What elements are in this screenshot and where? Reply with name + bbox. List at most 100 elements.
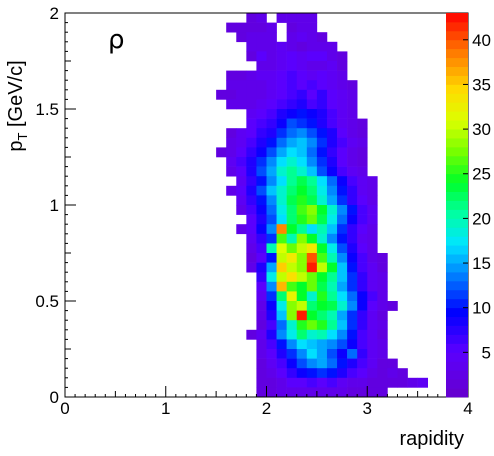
heatmap-cell [246,166,257,177]
heatmap-cell [347,224,358,235]
colorbar-segment [446,289,468,300]
heatmap-cell [377,291,388,302]
colorbar-segment [446,388,468,398]
heatmap-cell [296,233,308,244]
heatmap-cell [246,70,257,81]
heatmap-cell [326,301,338,311]
heatmap-cell [306,387,318,398]
heatmap-cell [347,281,358,292]
heatmap-cell [296,272,308,283]
colorbar-segment [446,352,468,362]
heatmap-cell [296,377,308,388]
heatmap-cell [266,89,277,100]
heatmap-cell [347,349,358,359]
heatmap-cell [246,32,257,43]
heatmap-cell [306,70,318,81]
heatmap-cell [306,80,318,91]
heatmap-cell [316,233,328,244]
heatmap-cell [276,195,287,206]
heatmap-cell [337,301,348,311]
heatmap-cell [337,176,348,187]
heatmap-cell [337,51,348,62]
heatmap-cell [377,301,388,311]
heatmap-cell [246,80,257,91]
heatmap-cell [286,32,298,43]
heatmap-cell [397,368,408,379]
heatmap-cell [357,147,368,158]
heatmap-cell [286,22,298,33]
heatmap-cell [367,387,378,398]
heatmap-cell [256,176,267,187]
colorbar-segment [446,271,468,282]
heatmap-cell [286,301,298,311]
heatmap-cell [316,80,328,91]
heatmap-cell [306,166,318,177]
heatmap-cell [316,137,328,148]
colorbar-ticks: 5 10 15 20 25 30 35 40 [463,31,491,362]
heatmap-cell [326,253,338,263]
heatmap-cell [286,253,298,263]
heatmap-cell [256,13,267,23]
heatmap-cell [347,176,358,187]
x-axis-title: rapidity [400,428,464,450]
heatmap-cell [266,118,277,129]
heatmap-cell [246,329,257,340]
heatmap-cell [337,118,348,129]
colorbar-segment [446,21,468,32]
heatmap-cell [226,157,237,167]
heatmap-cell [286,13,298,23]
heatmap-cell [347,358,358,369]
heatmap-cell [276,358,287,369]
colorbar-segment [446,370,468,380]
heatmap-cell [286,195,298,206]
heatmap-cell [326,51,338,62]
heatmap-cell [296,41,308,52]
heatmap-cell [226,89,237,100]
heatmap-cell [276,61,287,71]
heatmap-cell [326,339,338,350]
heatmap-cell [367,253,378,263]
heatmap-cell [337,137,348,148]
heatmap-cell [306,157,318,167]
heatmap-cell [286,233,298,244]
heatmap-cell [246,118,257,129]
heatmap-cell [367,358,378,369]
heatmap-cell [286,272,298,283]
heatmap-cell [276,262,287,273]
heatmap-cell [246,205,257,215]
heatmap-cell [276,80,287,91]
heatmap-cell [377,349,388,359]
heatmap-cell [246,89,257,100]
heatmap-cell [286,176,298,187]
heatmap-cell [337,147,348,158]
heatmap-cell [246,128,257,139]
heatmap-cell [357,137,368,148]
heatmap-cell [326,185,338,196]
heatmap-cell [266,128,277,139]
heatmap-cell [326,368,338,379]
heatmap-cell [276,128,287,139]
heatmap-cell [256,272,267,283]
heatmap-cell [326,118,338,129]
heatmap-cell [266,377,277,388]
heatmap-cell [337,253,348,263]
heatmap-cell [337,109,348,119]
heatmap-cell [316,61,328,71]
heatmap-cell [306,224,318,235]
heatmap-cell [246,233,257,244]
heatmap-cell [326,147,338,158]
heatmap-cell [347,329,358,340]
heatmap-cell [296,368,308,379]
heatmap-cell [256,80,267,91]
colorbar-segment [446,75,468,85]
heatmap-cell [306,310,318,321]
heatmap-cell [276,89,287,100]
colorbar-tick-label: 35 [472,75,491,94]
x-axis-tick-label: 3 [363,399,372,418]
heatmap-cell [306,262,318,273]
colorbar-segment [446,146,468,157]
heatmap-cell [256,195,267,206]
heatmap-cell [316,224,328,235]
heatmap-cell [266,329,277,340]
heatmap-cell [316,329,328,340]
